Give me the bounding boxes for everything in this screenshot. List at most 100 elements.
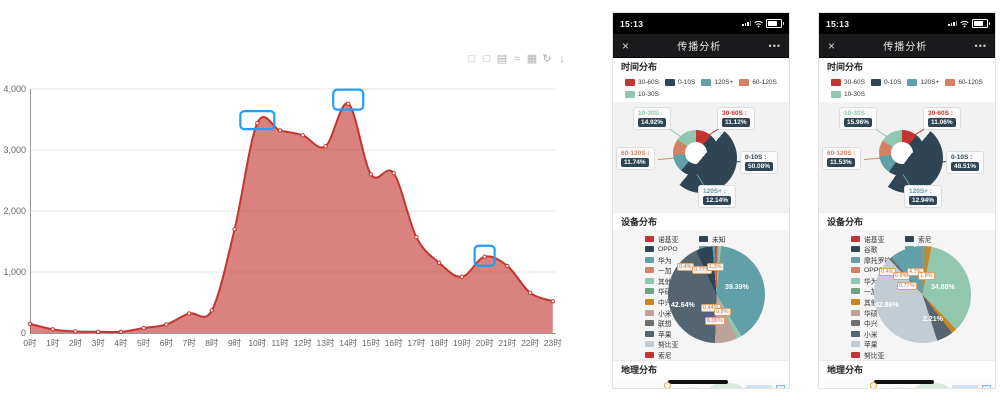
battery-icon: [766, 19, 784, 28]
x-axis-tick-label: 1时: [46, 338, 60, 348]
device-legend-item[interactable]: OPPO: [851, 266, 891, 275]
time-legend-item[interactable]: 0-10S: [870, 76, 901, 88]
x-axis-tick-label: 15时: [361, 338, 380, 348]
legend-label: 0-10S: [677, 78, 696, 86]
device-legend-item[interactable]: 诺基亚: [851, 234, 891, 244]
time-legend-item[interactable]: 60-120S: [739, 76, 777, 88]
pie-label: 39.39%: [725, 284, 749, 291]
device-legend-item[interactable]: 未知: [699, 234, 726, 244]
close-icon[interactable]: ×: [828, 38, 836, 53]
callout-series-label: 120S+ :: [703, 188, 726, 195]
legend-swatch: [625, 90, 635, 98]
callout-value-badge: 11.53%: [827, 158, 855, 167]
legend-swatch: [851, 352, 860, 359]
device-legend-item[interactable]: 索尼: [645, 351, 678, 360]
map-region-shape: [746, 385, 772, 388]
device-legend-item[interactable]: 索尼: [905, 234, 932, 244]
device-legend-item[interactable]: 一加: [851, 287, 891, 296]
device-legend-item[interactable]: 谷歌: [851, 245, 891, 254]
x-axis-tick-label: 8时: [205, 338, 219, 348]
map-fullscreen-icon[interactable]: [982, 385, 991, 388]
close-icon[interactable]: ×: [622, 38, 630, 53]
map-fullscreen-icon[interactable]: [776, 385, 785, 388]
device-legend-item[interactable]: 努比亚: [851, 351, 891, 360]
callout-value-badge: 11.06%: [928, 118, 956, 127]
area-chart-plot[interactable]: [0, 0, 600, 400]
legend-label: 小米: [658, 310, 672, 318]
device-legend-item[interactable]: 诺基亚: [645, 234, 678, 244]
device-legend-item[interactable]: 小米: [851, 329, 891, 339]
toolbox-restore-icon[interactable]: ↻: [542, 53, 552, 65]
legend-label: 60-120S: [752, 78, 777, 86]
legend-swatch: [701, 78, 712, 86]
phone-screenshot: 15:13 × 传播分析 ••• 时间分布 30-60S 0-10S: [818, 12, 996, 389]
device-legend-item[interactable]: 努比亚: [645, 340, 678, 349]
y-axis-tick-label: 4,000: [3, 84, 26, 94]
x-axis-tick-label: 13时: [316, 338, 335, 348]
device-legend-item[interactable]: 其他: [851, 298, 891, 307]
toolbox-data-view-icon[interactable]: ▤: [496, 53, 508, 65]
toolbox-tiled-icon[interactable]: □: [483, 53, 491, 65]
status-icons: [948, 19, 990, 28]
cellular-signal-icon: [742, 20, 751, 27]
legend-label: 一加: [658, 268, 672, 276]
legend-swatch: [645, 235, 654, 242]
legend-swatch: [851, 277, 860, 284]
toolbox-bar-type-icon[interactable]: ▦: [526, 53, 538, 65]
time-distribution-chart[interactable]: 10-30S : 14.92% 30-60S : 11.12% 60-120S …: [613, 102, 789, 212]
device-legend-item[interactable]: 华为: [851, 276, 891, 286]
time-legend-item[interactable]: 30-60S: [831, 76, 865, 88]
legend-label: 其他: [658, 278, 672, 286]
donut-callout: 10-30S : 14.92%: [633, 107, 672, 130]
device-legend-item[interactable]: 华硕: [645, 287, 678, 296]
legend-label: 30-60S: [638, 78, 659, 86]
device-legend-item[interactable]: 苹果: [645, 329, 678, 339]
x-axis-tick-label: 22时: [521, 338, 540, 348]
geo-data-bar: [668, 380, 728, 384]
toolbox-save-image-icon[interactable]: ↓: [559, 53, 565, 65]
device-legend-item[interactable]: 中兴: [851, 319, 891, 328]
time-distribution-chart[interactable]: 10-30S : 15.96% 30-60S : 11.06% 60-120S …: [819, 102, 995, 212]
time-legend-item[interactable]: 120S+: [701, 76, 733, 88]
legend-swatch: [907, 78, 918, 86]
toolbox-line-type-icon[interactable]: ≈: [513, 53, 521, 65]
map-region-shape: [683, 387, 703, 388]
device-legend-item[interactable]: 摩托罗拉: [851, 255, 891, 265]
device-distribution-chart[interactable]: 诺基亚 谷歌 摩托罗拉 OPPO 华为 一加 其他 华硕 中兴 小米 苹果: [819, 230, 995, 360]
more-menu-icon[interactable]: •••: [974, 40, 987, 51]
more-menu-icon[interactable]: •••: [768, 40, 781, 51]
device-legend-item[interactable]: 一加: [645, 266, 678, 275]
time-legend-item[interactable]: 60-120S: [945, 76, 983, 88]
device-legend-item[interactable]: 华硕: [851, 308, 891, 318]
time-legend-item[interactable]: 30-60S: [625, 76, 659, 88]
donut-callout: 30-60S : 11.06%: [923, 107, 961, 130]
time-legend-item[interactable]: 10-30S: [831, 88, 865, 100]
legend-swatch: [645, 320, 654, 327]
toolbox-stack-icon[interactable]: □: [468, 53, 476, 65]
device-legend-item[interactable]: 华为: [645, 255, 678, 265]
geo-distribution-map[interactable]: [613, 378, 789, 388]
donut-callout: 60-120S : 11.53%: [822, 147, 861, 170]
device-legend-item[interactable]: OPPO: [645, 245, 678, 254]
legend-swatch: [831, 90, 841, 98]
time-legend-item[interactable]: 0-10S: [664, 76, 696, 88]
device-legend-item[interactable]: 小米: [645, 308, 678, 318]
time-legend-item[interactable]: 10-30S: [625, 88, 659, 100]
section-header-time: 时间分布: [621, 62, 658, 72]
pie-label: 0.8%: [893, 272, 910, 280]
device-distribution-chart[interactable]: 诺基亚 OPPO 华为 一加 其他 华硕 中兴 小米 联想 苹果 努比亚: [613, 230, 789, 360]
highlight-box: [473, 244, 496, 267]
geo-distribution-map[interactable]: [819, 378, 995, 388]
device-pie-chart[interactable]: 34.88% 42.86% 2.21% 0.4% 0.8% 4.7% 1.8% 0.77%: [874, 246, 971, 343]
device-legend-item[interactable]: 联想: [645, 319, 678, 328]
device-pie-chart[interactable]: 39.39% 42.64% 0.4% 0.77% 1.3% 0.44% 0.8% 6.06%: [668, 246, 765, 343]
device-legend-item[interactable]: 中兴: [645, 298, 678, 307]
legend-label: 10-30S: [638, 90, 659, 98]
time-legend-item[interactable]: 120S+: [907, 76, 939, 88]
x-axis-tick-label: 16时: [384, 338, 403, 348]
device-legend-item[interactable]: 其他: [645, 276, 678, 286]
legend-label: 诺基亚: [864, 236, 885, 244]
phone-status-bar: 15:13: [613, 13, 789, 34]
device-legend-item[interactable]: 苹果: [851, 340, 891, 349]
